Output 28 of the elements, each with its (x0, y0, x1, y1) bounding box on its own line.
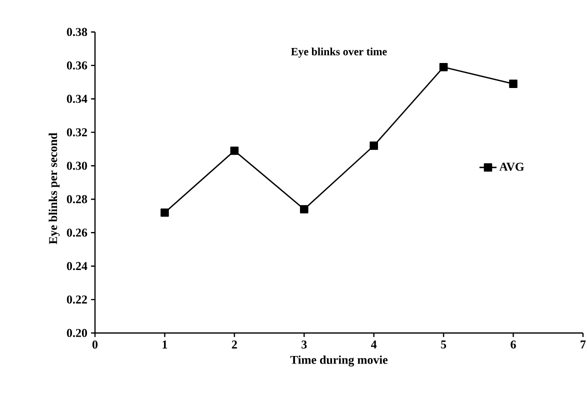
x-axis-title: Time during movie (290, 355, 388, 366)
y-tick-label: 0.32 (66, 128, 87, 136)
x-tick-label: 0 (92, 340, 98, 349)
x-tick-label: 5 (441, 340, 446, 348)
x-tick-label: 7 (580, 340, 586, 348)
point (230, 146, 239, 155)
y-tick-label: 0.34 (66, 94, 88, 103)
y-tick-label: 0.36 (66, 61, 88, 70)
point (439, 62, 448, 72)
x-tick-label: 6 (510, 340, 516, 349)
y-tick-label: 0.28 (66, 195, 88, 204)
point (160, 208, 169, 217)
y-tick-label: 0.24 (66, 262, 88, 270)
x-tick-label: 2 (232, 340, 237, 348)
text: Eye blinks over time (291, 48, 387, 58)
point (370, 142, 378, 150)
x-tick-label: 4 (371, 340, 377, 348)
y-tick-label: 0.22 (66, 295, 87, 304)
x-tick-label: 3 (302, 340, 307, 349)
y-tick-label: 0.26 (66, 228, 88, 237)
y-tick-label: 0.38 (66, 28, 88, 36)
y-tick-label: 0.20 (66, 328, 88, 338)
y-axis-title: Eye blinks per second (48, 132, 60, 244)
point (300, 205, 308, 214)
y-tick-label: 0.30 (66, 162, 88, 170)
x-tick-label: 1 (162, 340, 168, 348)
legend-label: AVG (499, 162, 524, 171)
point (509, 80, 518, 88)
